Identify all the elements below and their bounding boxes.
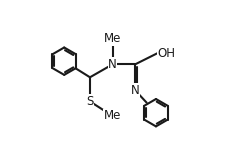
Text: Me: Me <box>104 109 121 122</box>
Text: Me: Me <box>104 32 121 45</box>
Text: N: N <box>108 58 117 71</box>
Text: S: S <box>86 95 94 108</box>
Text: OH: OH <box>158 47 176 60</box>
Text: N: N <box>131 84 140 97</box>
